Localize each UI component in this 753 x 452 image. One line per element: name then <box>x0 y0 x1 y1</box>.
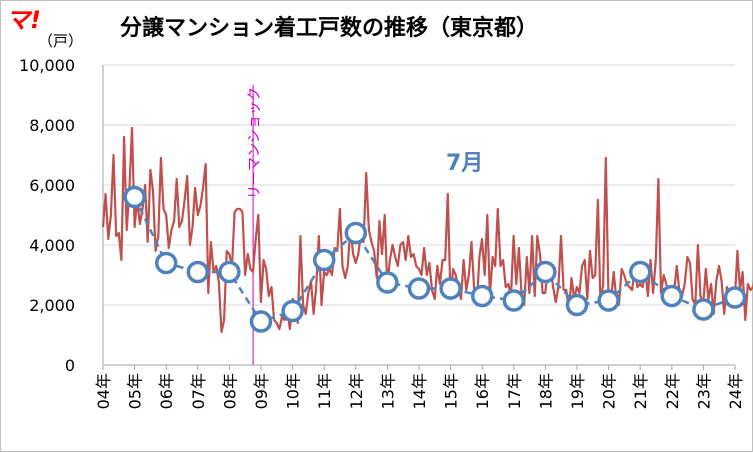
july-point <box>407 277 431 300</box>
x-tick-label: 09年 <box>252 373 271 409</box>
x-tick-label: 18年 <box>536 373 555 409</box>
x-tick-label: 24年 <box>726 373 745 409</box>
x-tick-label: 04年 <box>94 373 113 409</box>
july-point <box>218 260 241 284</box>
x-tick-label: 07年 <box>189 373 208 409</box>
july-point <box>312 248 336 272</box>
july-point <box>154 251 178 275</box>
y-tick-label: 6,000 <box>29 176 75 195</box>
july-point <box>660 284 684 308</box>
brand-logo: マ! <box>6 6 41 34</box>
x-tick-label: 11年 <box>315 373 334 409</box>
x-tick-label: 22年 <box>663 373 682 409</box>
x-tick-label: 20年 <box>600 373 619 409</box>
x-tick-label: 05年 <box>126 373 145 409</box>
monthly-series-line <box>101 126 753 334</box>
july-point <box>565 293 589 317</box>
july-point <box>249 310 273 333</box>
july-series-label: 7月 <box>446 151 483 176</box>
july-point <box>692 298 715 321</box>
july-point <box>597 289 620 312</box>
chart-title: 分譲マンション着工戸数の推移（東京都） <box>120 16 539 41</box>
x-tick-label: 06年 <box>157 373 176 409</box>
july-point <box>502 289 526 312</box>
x-tick-label: 08年 <box>220 373 239 409</box>
x-tick-label: 12年 <box>347 373 366 409</box>
july-point <box>376 271 399 294</box>
july-point <box>123 185 146 209</box>
y-tick-label: 10,000 <box>19 56 75 75</box>
y-tick-label: 2,000 <box>29 296 75 315</box>
july-point <box>281 299 304 323</box>
y-tick-label: 8,000 <box>29 116 75 135</box>
x-tick-label: 10年 <box>284 373 303 409</box>
y-tick-label: 4,000 <box>29 236 75 255</box>
july-point <box>344 221 368 245</box>
july-point <box>723 286 747 309</box>
july-point <box>534 260 557 284</box>
july-point <box>439 277 462 300</box>
july-point <box>628 260 652 284</box>
july-point <box>470 284 494 308</box>
x-tick-label: 14年 <box>410 373 429 409</box>
lehman-shock-label: リーマンショック <box>247 87 263 199</box>
x-tick-label: 15年 <box>442 373 461 409</box>
x-tick-label: 19年 <box>568 373 587 409</box>
x-tick-label: 17年 <box>505 373 524 409</box>
x-tick-label: 13年 <box>378 373 397 409</box>
x-tick-label: 23年 <box>694 373 713 409</box>
x-tick-label: 21年 <box>631 373 650 409</box>
y-axis-unit-label: （戸） <box>38 32 84 50</box>
x-tick-label: 16年 <box>473 373 492 409</box>
july-point <box>186 260 210 284</box>
y-tick-label: 0 <box>65 356 75 375</box>
